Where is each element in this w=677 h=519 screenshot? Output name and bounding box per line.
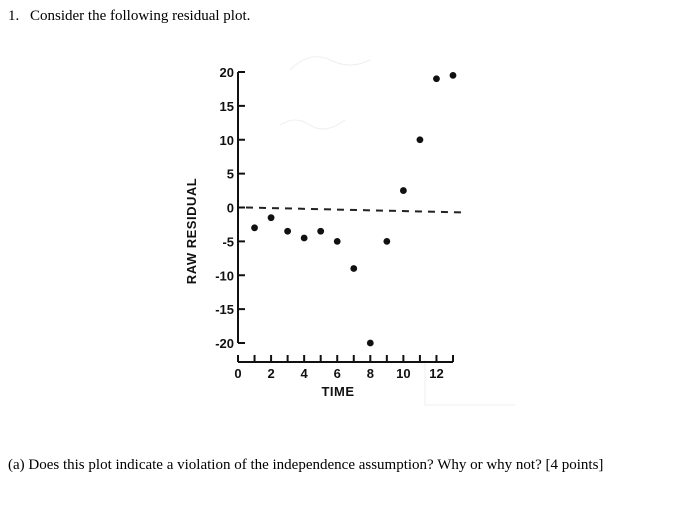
data-point — [383, 237, 391, 245]
y-tick-label: 20 — [220, 65, 234, 80]
data-point — [399, 187, 407, 194]
x-tick-label: 10 — [396, 366, 410, 381]
x-tick-label: 6 — [334, 366, 341, 381]
scan-smudges — [279, 56, 515, 406]
x-tick-label: 12 — [429, 366, 443, 381]
data-point — [267, 214, 275, 222]
x-tick-label: 2 — [267, 366, 274, 381]
x-axis-title: TIME — [321, 384, 354, 399]
y-tick-label: 5 — [227, 167, 234, 182]
y-tick-label: 10 — [220, 133, 234, 148]
zero-reference-line — [245, 206, 467, 214]
question-header: 1. Consider the following residual plot. — [8, 6, 250, 26]
data-point — [366, 339, 374, 347]
subquestion-a: (a) Does this plot indicate a violation … — [8, 457, 604, 473]
y-axis-ticks: 20 15 10 5 0 -5 -10 -15 -20 — [215, 65, 245, 351]
y-tick-label: -10 — [215, 268, 234, 283]
data-point — [300, 234, 308, 242]
y-tick-label: -15 — [215, 302, 234, 317]
y-tick-label: 15 — [220, 99, 234, 114]
data-point — [416, 136, 424, 144]
data-point — [251, 224, 258, 232]
data-point — [433, 75, 440, 83]
y-axis: 20 15 10 5 0 -5 -10 -15 -20 — [215, 65, 245, 351]
data-point — [449, 71, 457, 79]
data-point — [317, 227, 325, 235]
x-tick-label: 4 — [301, 366, 309, 381]
x-axis: 0 2 4 6 8 10 12 — [234, 355, 454, 381]
y-tick-label: -5 — [222, 234, 234, 249]
x-tick-label: 8 — [367, 366, 374, 381]
data-point — [350, 265, 358, 272]
y-tick-label: -20 — [215, 336, 234, 351]
y-axis-title: RAW RESIDUAL — [184, 178, 199, 284]
residual-plot: 20 15 10 5 0 -5 -10 -15 -20 0 2 4 6 8 10 12 TIME RAW R… — [184, 56, 515, 406]
x-tick-label: 0 — [234, 366, 241, 381]
question-text: Consider the following residual plot. — [30, 8, 251, 24]
y-tick-label: 0 — [227, 201, 234, 216]
data-point — [333, 237, 341, 245]
data-points — [251, 71, 457, 347]
x-axis-ticks: 0 2 4 6 8 10 12 — [234, 355, 454, 381]
data-point — [284, 227, 292, 235]
question-number: 1. — [8, 8, 20, 24]
